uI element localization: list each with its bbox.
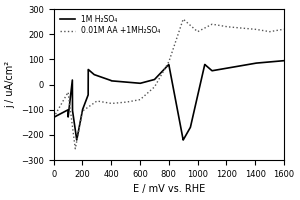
1M H₂SO₄	[140, 82, 144, 84]
0.01M AA +1MH₂SO₄	[150, 88, 154, 90]
0.01M AA +1MH₂SO₄	[140, 97, 144, 99]
1M H₂SO₄	[92, 73, 95, 75]
0.01M AA +1MH₂SO₄	[278, 29, 281, 31]
Line: 0.01M AA +1MH₂SO₄: 0.01M AA +1MH₂SO₄	[54, 19, 284, 149]
Line: 1M H₂SO₄: 1M H₂SO₄	[54, 61, 284, 140]
Legend: 1M H₂SO₄, 0.01M AA +1MH₂SO₄: 1M H₂SO₄, 0.01M AA +1MH₂SO₄	[58, 13, 163, 38]
1M H₂SO₄	[253, 62, 256, 64]
1M H₂SO₄	[282, 59, 286, 62]
1M H₂SO₄	[150, 79, 154, 81]
0.01M AA +1MH₂SO₄	[182, 18, 185, 20]
X-axis label: E / mV vs. RHE: E / mV vs. RHE	[133, 184, 205, 194]
Y-axis label: j / uA/cm²: j / uA/cm²	[6, 61, 16, 108]
1M H₂SO₄	[52, 116, 56, 119]
1M H₂SO₄	[278, 60, 281, 62]
0.01M AA +1MH₂SO₄	[253, 28, 256, 30]
1M H₂SO₄	[182, 139, 185, 141]
0.01M AA +1MH₂SO₄	[78, 123, 82, 125]
0.01M AA +1MH₂SO₄	[282, 28, 286, 30]
0.01M AA +1MH₂SO₄	[92, 102, 95, 104]
0.01M AA +1MH₂SO₄	[74, 148, 77, 150]
0.01M AA +1MH₂SO₄	[52, 116, 56, 119]
1M H₂SO₄	[78, 122, 82, 124]
